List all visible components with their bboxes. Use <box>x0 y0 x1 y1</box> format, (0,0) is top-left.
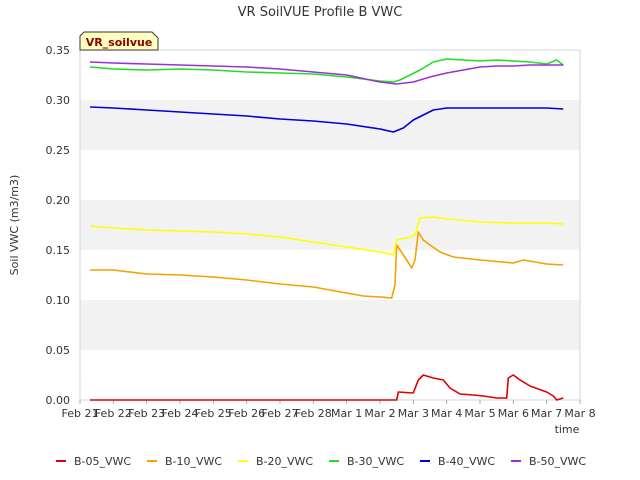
legend-item-b-10-vwc: B-10_VWC <box>147 455 222 468</box>
legend: B-05_VWC B-10_VWC B-20_VWC B-30_VWC B-40_VWC… <box>56 455 586 468</box>
grid-band <box>80 350 580 400</box>
legend-label: B-40_VWC <box>438 455 495 468</box>
y-tick-label: 0.25 <box>46 144 71 157</box>
x-tick-label: Feb 21 <box>62 407 99 420</box>
x-tick-label: Mar 6 <box>498 407 529 420</box>
legend-item-b-20-vwc: B-20_VWC <box>238 455 313 468</box>
series-line-b-05-vwc <box>90 374 564 401</box>
legend-item-b-05-vwc: B-05_VWC <box>56 455 131 468</box>
y-tick-label: 0.30 <box>46 94 71 107</box>
x-tick-label: Mar 1 <box>331 407 362 420</box>
legend-label: B-10_VWC <box>165 455 222 468</box>
legend-label: B-05_VWC <box>74 455 131 468</box>
grid-band <box>80 200 580 250</box>
x-tick-label: Feb 24 <box>162 407 199 420</box>
grid-bands <box>80 50 580 400</box>
x-axis-label: time <box>555 423 580 436</box>
y-axis-ticks: 0.00 0.05 0.10 0.15 0.20 0.25 0.30 0.35 <box>46 44 71 407</box>
x-tick-label: Mar 4 <box>431 407 462 420</box>
x-tick-label: Mar 5 <box>464 407 495 420</box>
legend-label: B-50_VWC <box>529 455 586 468</box>
legend-label: B-20_VWC <box>256 455 313 468</box>
series-line-b-20-vwc <box>89 216 564 256</box>
x-tick-label: Feb 26 <box>228 407 265 420</box>
x-tick-label: Feb 25 <box>195 407 232 420</box>
series-line-b-30-vwc <box>89 58 564 83</box>
y-tick-label: 0.05 <box>46 344 71 357</box>
station-badge-label: VR_soilvue <box>86 36 153 49</box>
y-tick-label: 0.00 <box>46 394 71 407</box>
station-badge-box <box>79 31 159 51</box>
chart-title: VR SoilVUE Profile B VWC <box>238 5 403 20</box>
series-line-b-50-vwc <box>89 61 564 85</box>
legend-item-b-50-vwc: B-50_VWC <box>511 455 586 468</box>
series-line-b-10-vwc <box>90 231 564 299</box>
x-tick-label: Mar 3 <box>398 407 429 420</box>
x-tick-label: Mar 7 <box>531 407 562 420</box>
grid-band <box>80 150 580 200</box>
x-tick-label: Feb 22 <box>95 407 132 420</box>
y-tick-label: 0.20 <box>46 194 71 207</box>
x-tick-label: Feb 27 <box>262 407 299 420</box>
x-tick-label: Mar 8 <box>564 407 595 420</box>
station-badge: VR_soilvue <box>79 31 159 51</box>
legend-item-b-30-vwc: B-30_VWC <box>329 455 404 468</box>
x-tick-label: Mar 2 <box>364 407 395 420</box>
legend-item-b-40-vwc: B-40_VWC <box>420 455 495 468</box>
y-tick-label: 0.10 <box>46 294 71 307</box>
y-tick-label: 0.35 <box>46 44 71 57</box>
series-line-b-40-vwc <box>89 106 564 133</box>
legend-label: B-30_VWC <box>347 455 404 468</box>
grid-band <box>80 300 580 350</box>
y-axis-label: Soil VWC (m3/m3) <box>8 175 21 276</box>
series-lines <box>89 58 564 401</box>
x-tick-label: Feb 23 <box>128 407 165 420</box>
y-tick-label: 0.15 <box>46 244 71 257</box>
x-tick-label: Feb 28 <box>295 407 332 420</box>
